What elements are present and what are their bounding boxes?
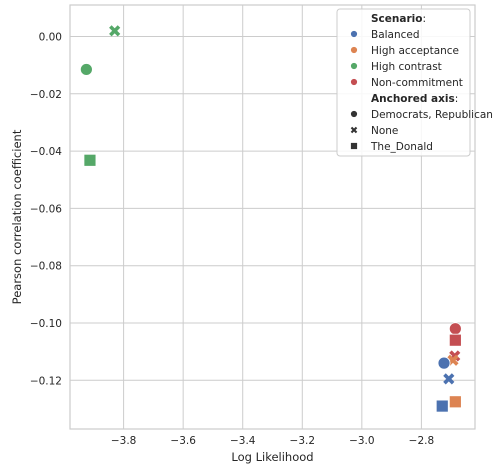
point-non-commitment-democrats-republican <box>448 322 462 336</box>
y-tick-label: −0.02 <box>30 89 62 101</box>
point-high-contrast-the-donald <box>83 153 97 167</box>
legend-marker-none <box>350 126 358 134</box>
point-balanced-none <box>443 373 455 385</box>
x-tick-label: −3.2 <box>290 435 316 447</box>
legend-marker-democrats-republican <box>350 110 358 118</box>
x-tick-label: −3.0 <box>349 435 375 447</box>
point-balanced-democrats-republican <box>437 356 451 370</box>
legend-anchored-axis-title: Anchored axis: <box>371 93 458 105</box>
legend-label-non-commitment: Non-commitment <box>371 77 463 89</box>
y-tick-label: −0.12 <box>30 375 62 387</box>
x-tick-label: −3.8 <box>111 435 137 447</box>
y-axis-label: Pearson correlation coefficient <box>10 129 24 304</box>
legend-marker-high-contrast <box>350 62 358 70</box>
x-tick-label: −2.8 <box>409 435 435 447</box>
legend-label-high-acceptance: High acceptance <box>371 45 459 57</box>
point-non-commitment-the-donald <box>448 333 462 347</box>
legend-label-democrats-republican: Democrats, Republican <box>371 109 493 121</box>
x-tick-label: −3.6 <box>170 435 196 447</box>
plot-frame <box>69 4 476 430</box>
legend-label-the-donald: The_Donald <box>370 141 433 153</box>
tick-labels: −3.8 −3.6 −3.4 −3.2 −3.0 −2.8 0.00 −0.02 −0.04 −0… <box>30 32 434 447</box>
data-points <box>79 25 462 413</box>
point-high-acceptance-the-donald <box>448 395 462 409</box>
x-tick-label: −3.4 <box>230 435 256 447</box>
point-high-contrast-none <box>109 25 121 37</box>
y-tick-label: −0.06 <box>30 203 62 215</box>
x-axis-label: Log Likelihood <box>231 450 313 464</box>
y-tick-label: −0.10 <box>30 318 62 330</box>
y-tick-label: −0.04 <box>30 146 62 158</box>
legend-marker-high-acceptance <box>350 46 358 54</box>
legend-marker-balanced <box>350 30 358 38</box>
legend-scenario-title: Scenario: <box>371 13 426 25</box>
legend-label-balanced: Balanced <box>371 29 420 41</box>
legend-box <box>336 8 471 157</box>
point-balanced-the-donald <box>435 399 449 413</box>
point-high-contrast-democrats-republican <box>79 63 93 76</box>
legend: Scenario: Balanced High acceptance High con… <box>336 8 493 157</box>
y-tick-label: 0.00 <box>39 32 62 44</box>
legend-marker-non-commitment <box>350 78 358 86</box>
legend-label-none: None <box>371 125 398 137</box>
legend-marker-the-donald <box>350 142 358 150</box>
legend-label-high-contrast: High contrast <box>371 61 442 73</box>
y-tick-label: −0.08 <box>30 261 62 273</box>
